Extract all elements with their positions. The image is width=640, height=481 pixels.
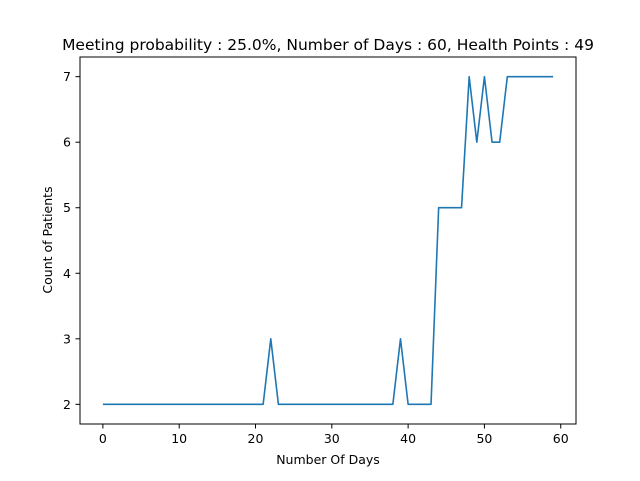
y-tick-label: 3	[63, 331, 71, 346]
x-tick-label: 20	[248, 431, 264, 446]
plot-frame	[79, 56, 577, 425]
y-axis-label: Count of Patients	[40, 186, 55, 293]
x-tick-label: 30	[324, 431, 340, 446]
y-axis: 2 3 4 5 6 7	[63, 69, 80, 412]
x-tick-label: 60	[553, 431, 569, 446]
x-tick-label: 40	[400, 431, 416, 446]
series-line-1	[102, 75, 554, 406]
x-tick-label: 50	[476, 431, 492, 446]
chart-title: Meeting probability : 25.0%, Number of D…	[62, 36, 594, 54]
x-tick-label: 0	[99, 431, 107, 446]
y-tick-label: 4	[63, 266, 71, 281]
x-tick-label: 10	[171, 431, 187, 446]
x-axis-label: Number Of Days	[276, 452, 380, 467]
x-axis: 0 10 20 30 40 50 60	[99, 424, 569, 446]
y-tick-label: 7	[63, 69, 71, 84]
y-tick-label: 5	[63, 200, 71, 215]
y-tick-label: 6	[63, 135, 71, 150]
y-tick-label: 2	[63, 397, 71, 412]
series-layer	[102, 75, 554, 406]
